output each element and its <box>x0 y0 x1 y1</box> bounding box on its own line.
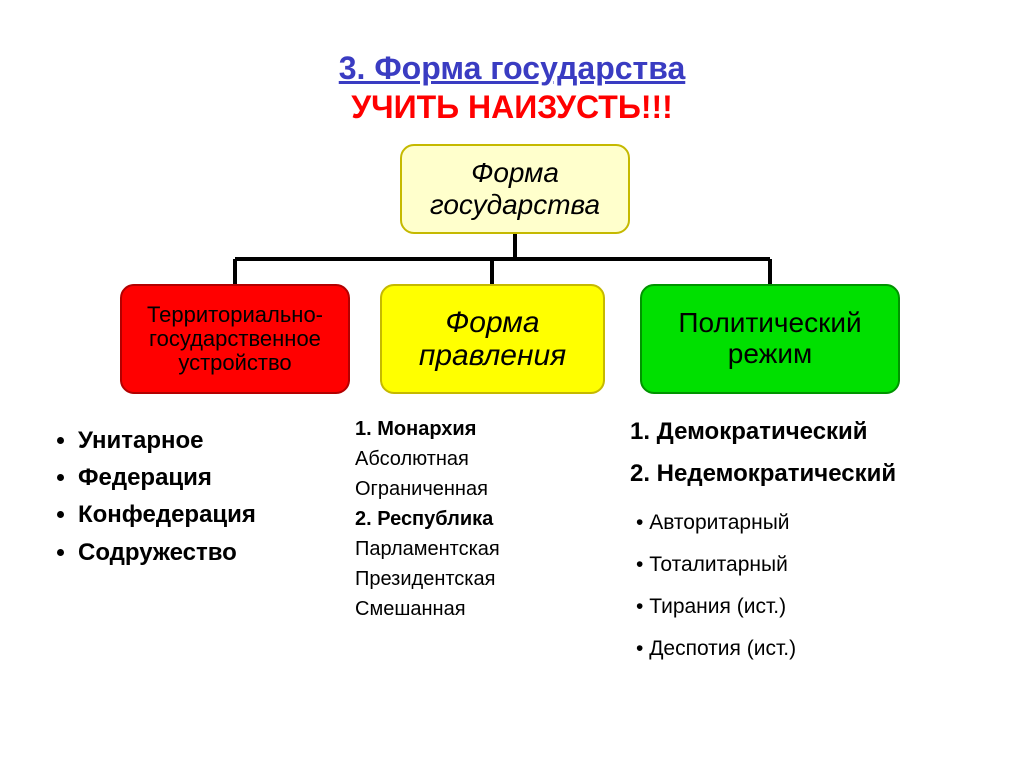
child-left-l1: Территориально- <box>147 302 323 327</box>
root-line1: Форма <box>471 157 559 188</box>
list-item: Парламентская <box>355 534 605 564</box>
list-item: Федерация <box>78 459 330 496</box>
list-item: Тоталитарный <box>636 544 990 586</box>
mid-heading-2: 2. Республика <box>355 504 605 534</box>
list-item: Конфедерация <box>78 496 330 533</box>
list-item: Абсолютная <box>355 444 605 474</box>
child-right-l1: Политический <box>678 307 861 338</box>
list-item: Смешанная <box>355 594 605 624</box>
title-main: 3. Форма государства <box>0 50 1024 87</box>
child-mid-l2: правления <box>419 339 566 372</box>
list-item: Унитарное <box>78 422 330 459</box>
list-item: Президентская <box>355 564 605 594</box>
child-node-political-regime: Политический режим <box>640 284 900 394</box>
right-heading-2: 2. Недемократический <box>630 460 990 488</box>
child-node-government-form: Форма правления <box>380 284 605 394</box>
list-item: Авторитарный <box>636 502 990 544</box>
title-block: 3. Форма государства УЧИТЬ НАИЗУСТЬ!!! <box>0 0 1024 126</box>
right-heading-1: 1. Демократический <box>630 418 990 446</box>
list-government-form: 1. Монархия Абсолютная Ограниченная 2. Р… <box>355 414 605 624</box>
list-item: Ограниченная <box>355 474 605 504</box>
list-item: Деспотия (ист.) <box>636 628 990 670</box>
root-line2: государства <box>430 189 600 220</box>
list-item: Содружество <box>78 534 330 571</box>
list-item: Тирания (ист.) <box>636 586 990 628</box>
child-mid-l1: Форма <box>445 306 539 339</box>
child-node-territorial: Территориально- государственное устройст… <box>120 284 350 394</box>
child-left-l2: государственное <box>149 326 321 351</box>
root-node: Форма государства <box>400 144 630 234</box>
list-political-regime: 1. Демократический 2. Недемократический … <box>630 414 990 670</box>
child-left-l3: устройство <box>178 350 291 375</box>
title-sub: УЧИТЬ НАИЗУСТЬ!!! <box>0 89 1024 126</box>
child-right-l2: режим <box>728 338 812 369</box>
mid-heading-1: 1. Монархия <box>355 414 605 444</box>
list-territorial: Унитарное Федерация Конфедерация Содруже… <box>50 414 330 571</box>
